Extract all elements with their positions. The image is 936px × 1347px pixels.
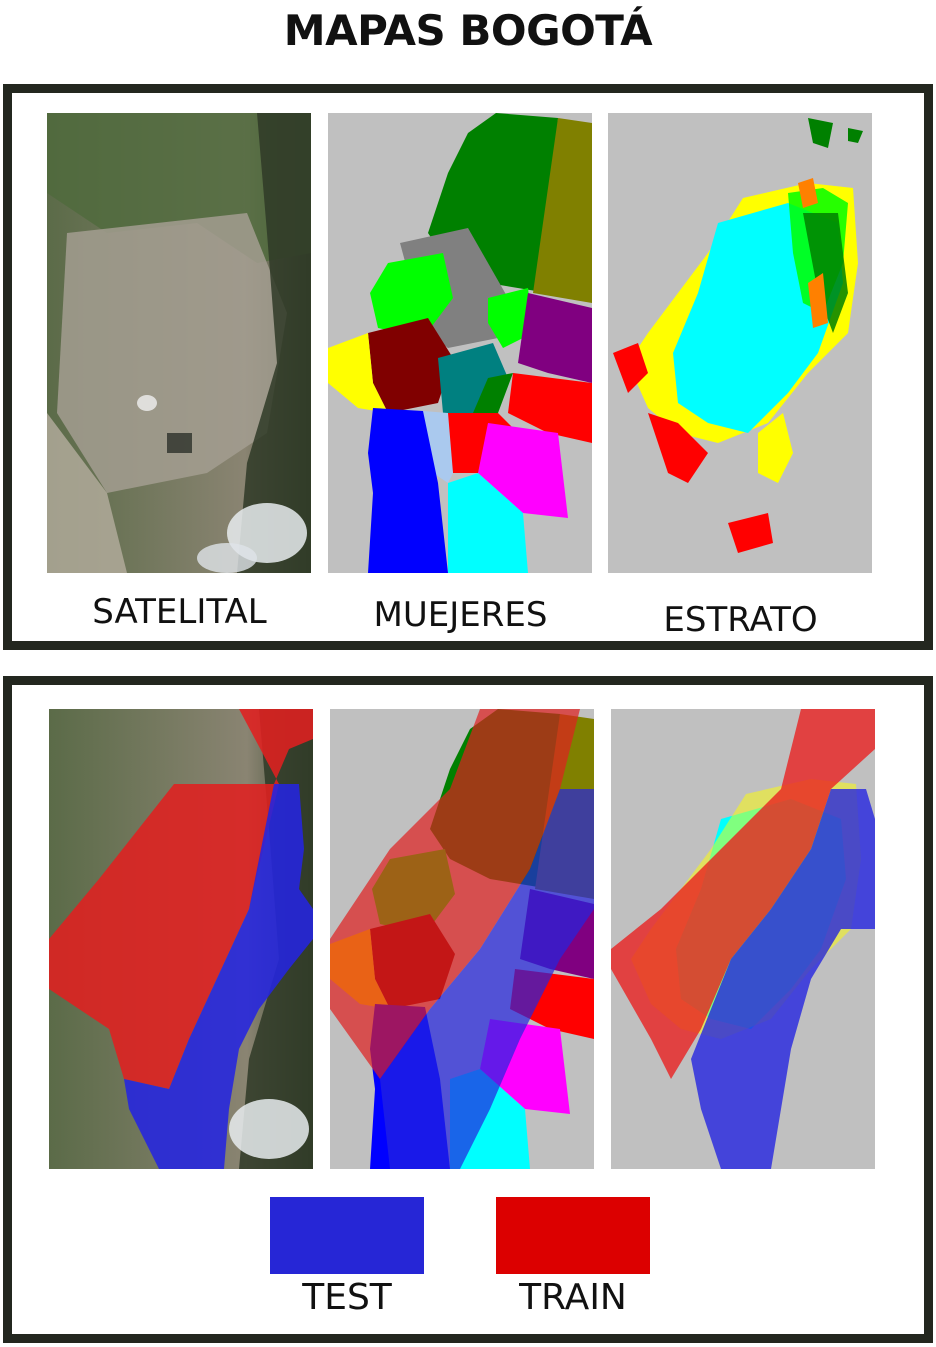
women-map	[328, 113, 592, 573]
satellite-map	[47, 113, 311, 573]
women-overlay-map	[330, 709, 594, 1169]
legend-train-label: TRAIN	[519, 1277, 627, 1318]
legend-train-swatch	[496, 1197, 650, 1274]
caption-stratum: ESTRATO	[663, 600, 818, 640]
legend-test-swatch	[270, 1197, 424, 1274]
caption-women: MUEJERES	[373, 595, 548, 635]
legend-test-label: TEST	[302, 1277, 392, 1318]
caption-satellite: SATELITAL	[92, 592, 267, 632]
page-title: MAPAS BOGOTÁ	[283, 6, 653, 55]
stratum-map	[608, 113, 872, 573]
stratum-overlay-map	[611, 709, 875, 1169]
satellite-overlay-map	[49, 709, 313, 1169]
